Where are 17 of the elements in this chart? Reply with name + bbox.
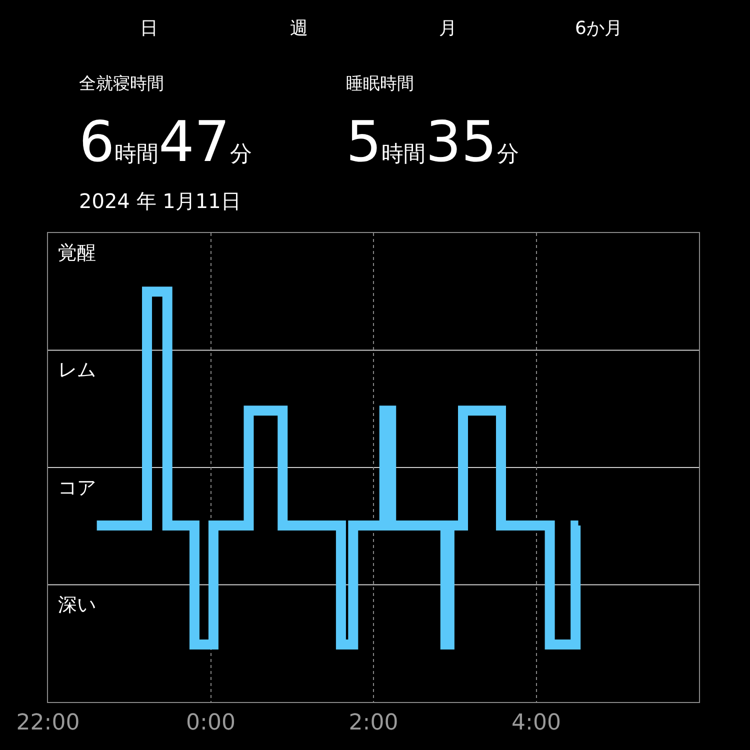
text: 2024 年 1月11日 [79, 189, 241, 213]
annotation: レム [58, 359, 96, 381]
x-tick-label: 22:00 [16, 710, 80, 736]
text: 全就寝時間 [79, 74, 164, 94]
x-tick-label: 2:00 [348, 710, 398, 736]
text: 5時間35分 [346, 110, 519, 175]
text: 覚醒 [58, 242, 96, 264]
text: 6時間47分 [79, 110, 252, 175]
text: 睡眠時間 [346, 74, 414, 94]
text: 週 [290, 18, 308, 39]
annotation: コア [58, 477, 96, 499]
x-tick-label: 0:00 [186, 710, 236, 736]
text: 日 [140, 18, 158, 39]
annotation: 深い [58, 594, 96, 616]
text: 6か月 [575, 18, 622, 39]
text: 月 [439, 18, 457, 39]
x-tick-label: 4:00 [512, 710, 561, 736]
